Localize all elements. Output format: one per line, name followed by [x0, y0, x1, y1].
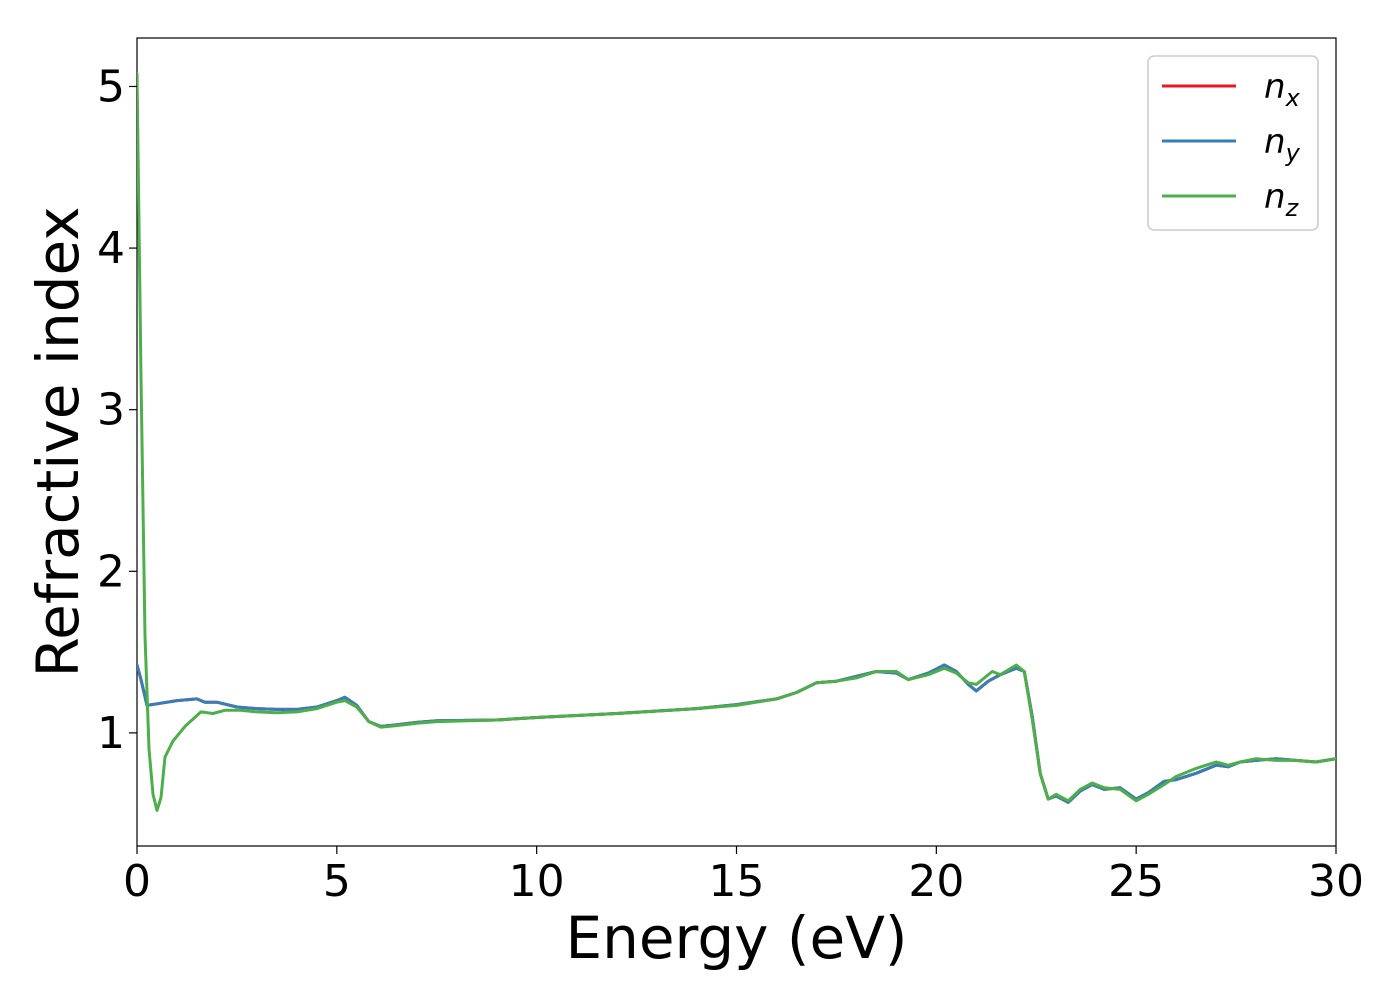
legend-label-ny: ny — [1264, 122, 1301, 167]
x-tick-label: 10 — [509, 856, 565, 907]
x-axis-ticks: 0 5 10 15 20 25 30 — [123, 846, 1364, 907]
legend-label-nz: nz — [1264, 177, 1300, 222]
x-tick-label: 20 — [908, 856, 964, 907]
x-tick-label: 0 — [123, 856, 151, 907]
legend: nx ny nz — [1147, 55, 1319, 231]
y-tick-label: 2 — [97, 546, 125, 597]
series-line-nz — [137, 72, 1336, 812]
y-tick-label: 4 — [97, 223, 125, 274]
y-tick-label: 3 — [97, 385, 125, 436]
series-layer — [137, 72, 1336, 812]
series-line-nx — [137, 663, 1336, 804]
legend-box — [1147, 55, 1319, 231]
x-tick-label: 5 — [323, 856, 351, 907]
y-axis-label: Refractive index — [24, 206, 92, 677]
series-line-ny — [137, 663, 1336, 804]
x-tick-label: 25 — [1108, 856, 1164, 907]
legend-label-nx: nx — [1264, 67, 1301, 112]
x-tick-label: 15 — [709, 856, 765, 907]
x-axis-label: Energy (eV) — [565, 904, 907, 972]
y-axis-ticks: 1 2 3 4 5 — [97, 61, 137, 759]
y-tick-label: 1 — [97, 708, 125, 759]
x-tick-label: 30 — [1308, 856, 1364, 907]
y-tick-label: 5 — [97, 61, 125, 112]
